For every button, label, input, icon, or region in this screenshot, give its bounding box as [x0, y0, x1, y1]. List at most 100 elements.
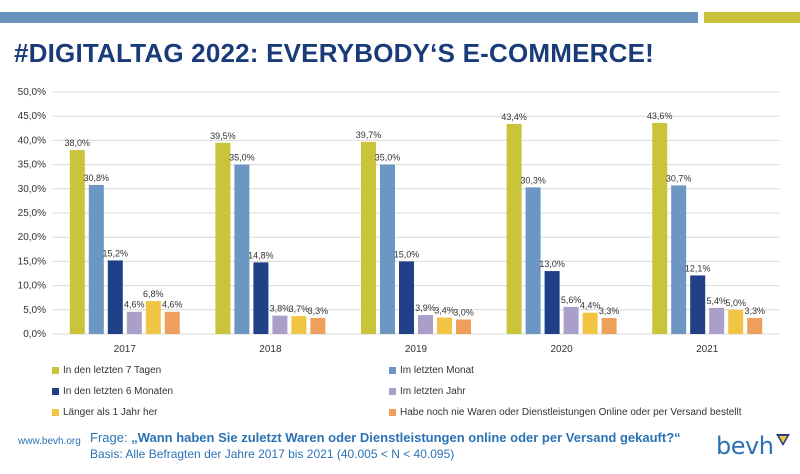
bar [164, 311, 180, 334]
footer-url[interactable]: www.bevh.org [18, 436, 81, 447]
bar [310, 318, 326, 334]
bar-value-label: 15,0% [394, 249, 420, 259]
footer-question: Frage: „Wann haben Sie zuletzt Waren ode… [90, 430, 681, 445]
y-tick-label: 25,0% [18, 208, 46, 219]
page-title: #DIGITALTAG 2022: EVERYBODY‘S E-COMMERCE… [14, 38, 654, 68]
chart-bars [69, 122, 763, 334]
bar [291, 316, 307, 334]
bar-value-label: 43,6% [647, 111, 673, 121]
legend-label: Im letzten Jahr [400, 386, 466, 397]
bar [728, 309, 744, 334]
bar-value-label: 15,2% [103, 248, 129, 258]
bar [690, 275, 706, 334]
y-tick-label: 0,0% [23, 329, 46, 340]
bar-chart: 0,0% 5,0% 10,0% 15,0% 20,0% 25,0% 30,0% 35,0% 40… [18, 87, 780, 355]
bar [601, 318, 617, 334]
bar-value-label: 3,9% [415, 303, 436, 313]
bar [380, 164, 395, 334]
bar-value-label: 39,7% [356, 130, 382, 140]
footer-basis: Basis: Alle Befragten der Jahre 2017 bis… [90, 447, 455, 461]
y-tick-label: 50,0% [18, 87, 46, 98]
x-tick-label: 2018 [259, 344, 282, 355]
chart-y-ticks: 0,0% 5,0% 10,0% 15,0% 20,0% 25,0% 30,0% 35,0% 40… [18, 87, 46, 340]
footer-question-text: „Wann haben Sie zuletzt Waren oder Diens… [131, 430, 681, 445]
y-tick-label: 10,0% [18, 281, 46, 292]
bar [525, 187, 541, 334]
bar-value-label: 30,3% [520, 175, 546, 185]
y-tick-label: 20,0% [18, 232, 46, 243]
bar [544, 271, 560, 334]
y-tick-label: 5,0% [23, 305, 46, 316]
bar-value-label: 35,0% [229, 153, 255, 163]
legend-label: In den letzten 7 Tagen [63, 365, 162, 376]
bar [671, 185, 687, 334]
bar [88, 184, 104, 334]
bar [272, 315, 288, 334]
bar [107, 260, 123, 334]
bar-value-label: 30,7% [666, 173, 692, 183]
y-tick-label: 40,0% [18, 135, 46, 146]
footer-question-prefix: Frage: [90, 430, 132, 445]
legend-item: Im letzten Jahr [389, 386, 466, 397]
bar [747, 318, 763, 334]
bar-value-label: 3,8% [270, 304, 291, 314]
bar [652, 122, 668, 334]
chart-x-ticks: 2017 2018 2019 2020 2021 [114, 344, 719, 355]
x-tick-label: 2019 [405, 344, 428, 355]
bar [506, 123, 522, 334]
bar-value-label: 5,6% [561, 295, 582, 305]
bar-value-label: 30,8% [84, 173, 110, 183]
bar [456, 319, 471, 334]
bar [709, 307, 725, 334]
y-tick-label: 30,0% [18, 184, 46, 195]
bar [437, 317, 452, 334]
bar-value-label: 3,3% [308, 306, 329, 316]
legend-item: In den letzten 6 Monaten [52, 386, 173, 397]
legend-label: Habe noch nie Waren oder Dienstleistunge… [400, 407, 742, 418]
legend-label: Länger als 1 Jahr her [63, 407, 158, 418]
bar [418, 315, 433, 334]
bar-value-label: 3,3% [744, 306, 765, 316]
legend-label: In den letzten 6 Monaten [63, 386, 174, 397]
bar-value-label: 4,4% [580, 301, 601, 311]
bar-value-label: 4,6% [162, 300, 183, 310]
y-tick-label: 15,0% [18, 256, 46, 267]
legend-item: Habe noch nie Waren oder Dienstleistunge… [389, 407, 742, 418]
bar-value-label: 35,0% [375, 153, 401, 163]
chart-gridlines [52, 91, 780, 335]
bevh-triangle-logo-icon [776, 434, 790, 446]
legend-item: In den letzten 7 Tagen [52, 365, 161, 376]
bar [69, 150, 85, 334]
bar-value-label: 12,1% [685, 263, 711, 273]
legend-label: Im letzten Monat [400, 365, 474, 376]
legend-item: Länger als 1 Jahr her [52, 407, 158, 418]
logo-text: bevh [716, 432, 774, 460]
x-tick-label: 2021 [696, 344, 719, 355]
bar [234, 164, 250, 334]
bar-value-label: 4,6% [124, 300, 145, 310]
bar [399, 261, 414, 334]
bar-value-label: 3,7% [289, 304, 310, 314]
legend-swatch [52, 388, 59, 395]
x-tick-label: 2017 [114, 344, 137, 355]
bar-value-label: 43,4% [501, 112, 527, 122]
bar [145, 301, 161, 334]
bar-value-label: 3,0% [453, 307, 474, 317]
bar-value-label: 13,0% [539, 259, 565, 269]
bar-value-label: 3,4% [434, 306, 455, 316]
bar [582, 312, 598, 334]
x-tick-label: 2020 [550, 344, 573, 355]
bar [361, 141, 376, 334]
header-bar-yellow [704, 12, 800, 23]
bar-value-label: 39,5% [210, 131, 236, 141]
bar-value-label: 5,0% [725, 298, 746, 308]
legend-swatch [52, 409, 59, 416]
legend-swatch [52, 367, 59, 374]
bar [215, 142, 231, 334]
bar [126, 311, 142, 334]
bar-value-label: 6,8% [143, 289, 164, 299]
chart-data-labels: 38,0% 30,8% 15,2% 4,6%6,8%4,6% 39,5% 35,0% 14,… [65, 111, 765, 318]
bar-value-label: 14,8% [248, 250, 274, 260]
legend-item: Im letzten Monat [389, 365, 474, 376]
y-tick-label: 35,0% [18, 160, 46, 171]
